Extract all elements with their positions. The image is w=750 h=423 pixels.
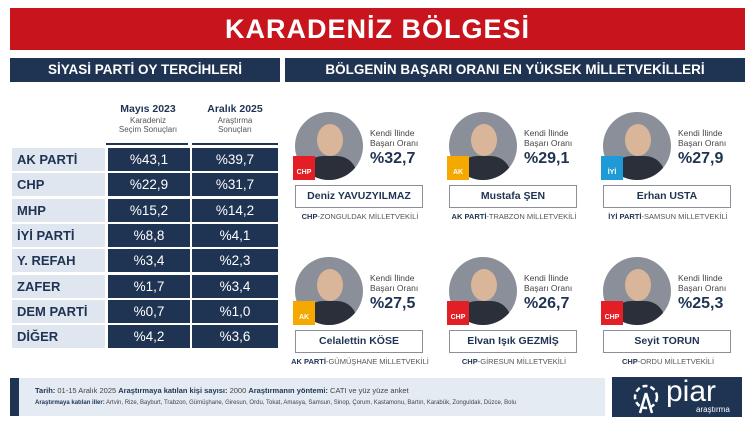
right-section-header: BÖLGENİN BAŞARI ORANI EN YÜKSEK MİLLETVE… — [285, 58, 745, 82]
party-logo-icon: CHP — [447, 301, 469, 325]
table-row: AK PARTİ %43,1 %39,7 — [12, 148, 279, 171]
rate-label: Kendi İlinde Başarı Oranı — [524, 128, 573, 148]
deputy-name: Mustafa ŞEN — [449, 185, 577, 208]
party-logo-icon: CHP — [293, 156, 315, 180]
party-name: Y. REFAH — [12, 249, 105, 273]
value-2023: %8,8 — [108, 223, 190, 247]
success-rate: %29,1 — [524, 150, 570, 167]
value-2025: %3,4 — [192, 274, 278, 298]
deputy-province: AK PARTİ-TRABZON MİLLETVEKİLİ — [451, 212, 577, 221]
rate-label: Kendi İlinde Başarı Oranı — [678, 128, 727, 148]
table-row: DİĞER %4,2 %3,6 — [12, 325, 279, 349]
column-sub: Karadeniz — [129, 116, 167, 125]
success-rate: %25,3 — [678, 295, 724, 312]
party-name: AK PARTİ — [12, 148, 105, 171]
value-2023: %3,4 — [108, 249, 190, 273]
value-2023: %43,1 — [108, 148, 190, 171]
party-logo-icon: İYİ — [601, 156, 623, 180]
value-2025: %1,0 — [192, 299, 278, 323]
column-header-2025: Aralık 2025 Araştırma Sonuçları — [193, 103, 277, 134]
deputy-province: CHP-ORDU MİLLETVEKİLİ — [621, 357, 715, 366]
logo-text: piar — [666, 375, 717, 408]
deputy-province: CHP-GİRESUN MİLLETVEKİLİ — [461, 357, 567, 366]
deputy-province: CHP-ZONGULDAK MİLLETVEKİLİ — [301, 212, 419, 221]
value-2025: %3,6 — [192, 325, 278, 349]
value-2023: %4,2 — [108, 325, 190, 349]
deputy-province: İYİ PARTİ-SAMSUN MİLLETVEKİLİ — [608, 212, 728, 221]
deputy-card: AK Kendi İlinde Başarı Oranı %29,1 Mustaf… — [444, 110, 589, 230]
column-title: Mayıs 2023 — [120, 103, 176, 115]
value-2025: %4,1 — [192, 223, 278, 247]
logo-subtext: araştırma — [696, 405, 730, 414]
success-rate: %27,5 — [370, 295, 416, 312]
party-logo-icon: AK — [447, 156, 469, 180]
rate-label: Kendi İlinde Başarı Oranı — [370, 273, 419, 293]
table-row: İYİ PARTİ %8,8 %4,1 — [12, 223, 279, 247]
date-label: Tarih: — [35, 386, 56, 395]
method-label: Araştırmanın yöntemi: — [248, 386, 328, 395]
table-row: ZAFER %1,7 %3,4 — [12, 274, 279, 298]
logo-icon — [633, 384, 659, 414]
deputy-name: Elvan Işık GEZMİŞ — [449, 330, 577, 353]
party-name: DİĞER — [12, 325, 105, 349]
deputy-card: CHP Kendi İlinde Başarı Oranı %32,7 Deniz… — [290, 110, 435, 230]
table-row: Y. REFAH %3,4 %2,3 — [12, 249, 279, 273]
table-row: DEM PARTİ %0,7 %1,0 — [12, 299, 279, 323]
party-name: ZAFER — [12, 274, 105, 298]
table-row: MHP %15,2 %14,2 — [12, 198, 279, 222]
method: CATI ve yüz yüze anket — [327, 386, 409, 395]
divider — [106, 143, 188, 145]
party-name: İYİ PARTİ — [12, 223, 105, 247]
deputy-card: CHP Kendi İlinde Başarı Oranı %25,3 Seyit… — [598, 255, 743, 375]
deputy-name: Deniz YAVUZYILMAZ — [295, 185, 423, 208]
party-name: CHP — [12, 173, 105, 197]
table-row: CHP %22,9 %31,7 — [12, 173, 279, 197]
date: 01-15 Aralık 2025 — [55, 386, 119, 395]
party-name: DEM PARTİ — [12, 299, 105, 323]
footer-info: Tarih: 01-15 Aralık 2025 Araştırmaya kat… — [19, 378, 605, 416]
deputy-card: İYİ Kendi İlinde Başarı Oranı %27,9 Erhan… — [598, 110, 743, 230]
value-2025: %39,7 — [192, 148, 278, 171]
column-sub: Seçim Sonuçları — [118, 125, 178, 134]
deputy-name: Erhan USTA — [603, 185, 731, 208]
deputy-province: AK PARTİ-GÜMÜŞHANE MİLLETVEKİLİ — [291, 357, 429, 366]
deputy-card: AK Kendi İlinde Başarı Oranı %27,5 Celale… — [290, 255, 435, 375]
value-2023: %0,7 — [108, 299, 190, 323]
success-rate: %32,7 — [370, 150, 416, 167]
divider — [192, 143, 278, 145]
column-title: Aralık 2025 — [207, 103, 263, 115]
page-title: KARADENİZ BÖLGESİ — [10, 8, 745, 50]
sample: 2000 — [227, 386, 249, 395]
sample-label: Araştırmaya katılan kişi sayısı: — [118, 386, 228, 395]
rate-label: Kendi İlinde Başarı Oranı — [370, 128, 419, 148]
deputy-name: Celalettin KÖSE — [295, 330, 423, 353]
provinces: Artvin, Rize, Bayburt, Trabzon, Gümüşhan… — [104, 400, 517, 406]
column-header-2023: Mayıs 2023 Karadeniz Seçim Sonuçları — [106, 103, 190, 134]
party-name: MHP — [12, 198, 105, 222]
deputy-name: Seyit TORUN — [603, 330, 731, 353]
value-2023: %22,9 — [108, 173, 190, 197]
success-rate: %27,9 — [678, 150, 724, 167]
provinces-label: Araştırmaya katılan iller: — [35, 400, 105, 406]
value-2025: %2,3 — [192, 249, 278, 273]
rate-label: Kendi İlinde Başarı Oranı — [524, 273, 573, 293]
footer-accent — [10, 378, 19, 416]
column-sub: Sonuçları — [218, 125, 252, 134]
deputy-card: CHP Kendi İlinde Başarı Oranı %26,7 Elvan… — [444, 255, 589, 375]
piar-logo: piar araştırma — [612, 375, 742, 417]
column-sub: Araştırma — [217, 116, 253, 125]
success-rate: %26,7 — [524, 295, 570, 312]
value-2023: %15,2 — [108, 198, 190, 222]
value-2025: %31,7 — [192, 173, 278, 197]
left-section-header: SİYASİ PARTİ OY TERCİHLERİ — [10, 58, 280, 82]
value-2025: %14,2 — [192, 198, 278, 222]
value-2023: %1,7 — [108, 274, 190, 298]
party-logo-icon: AK — [293, 301, 315, 325]
rate-label: Kendi İlinde Başarı Oranı — [678, 273, 727, 293]
party-logo-icon: CHP — [601, 301, 623, 325]
